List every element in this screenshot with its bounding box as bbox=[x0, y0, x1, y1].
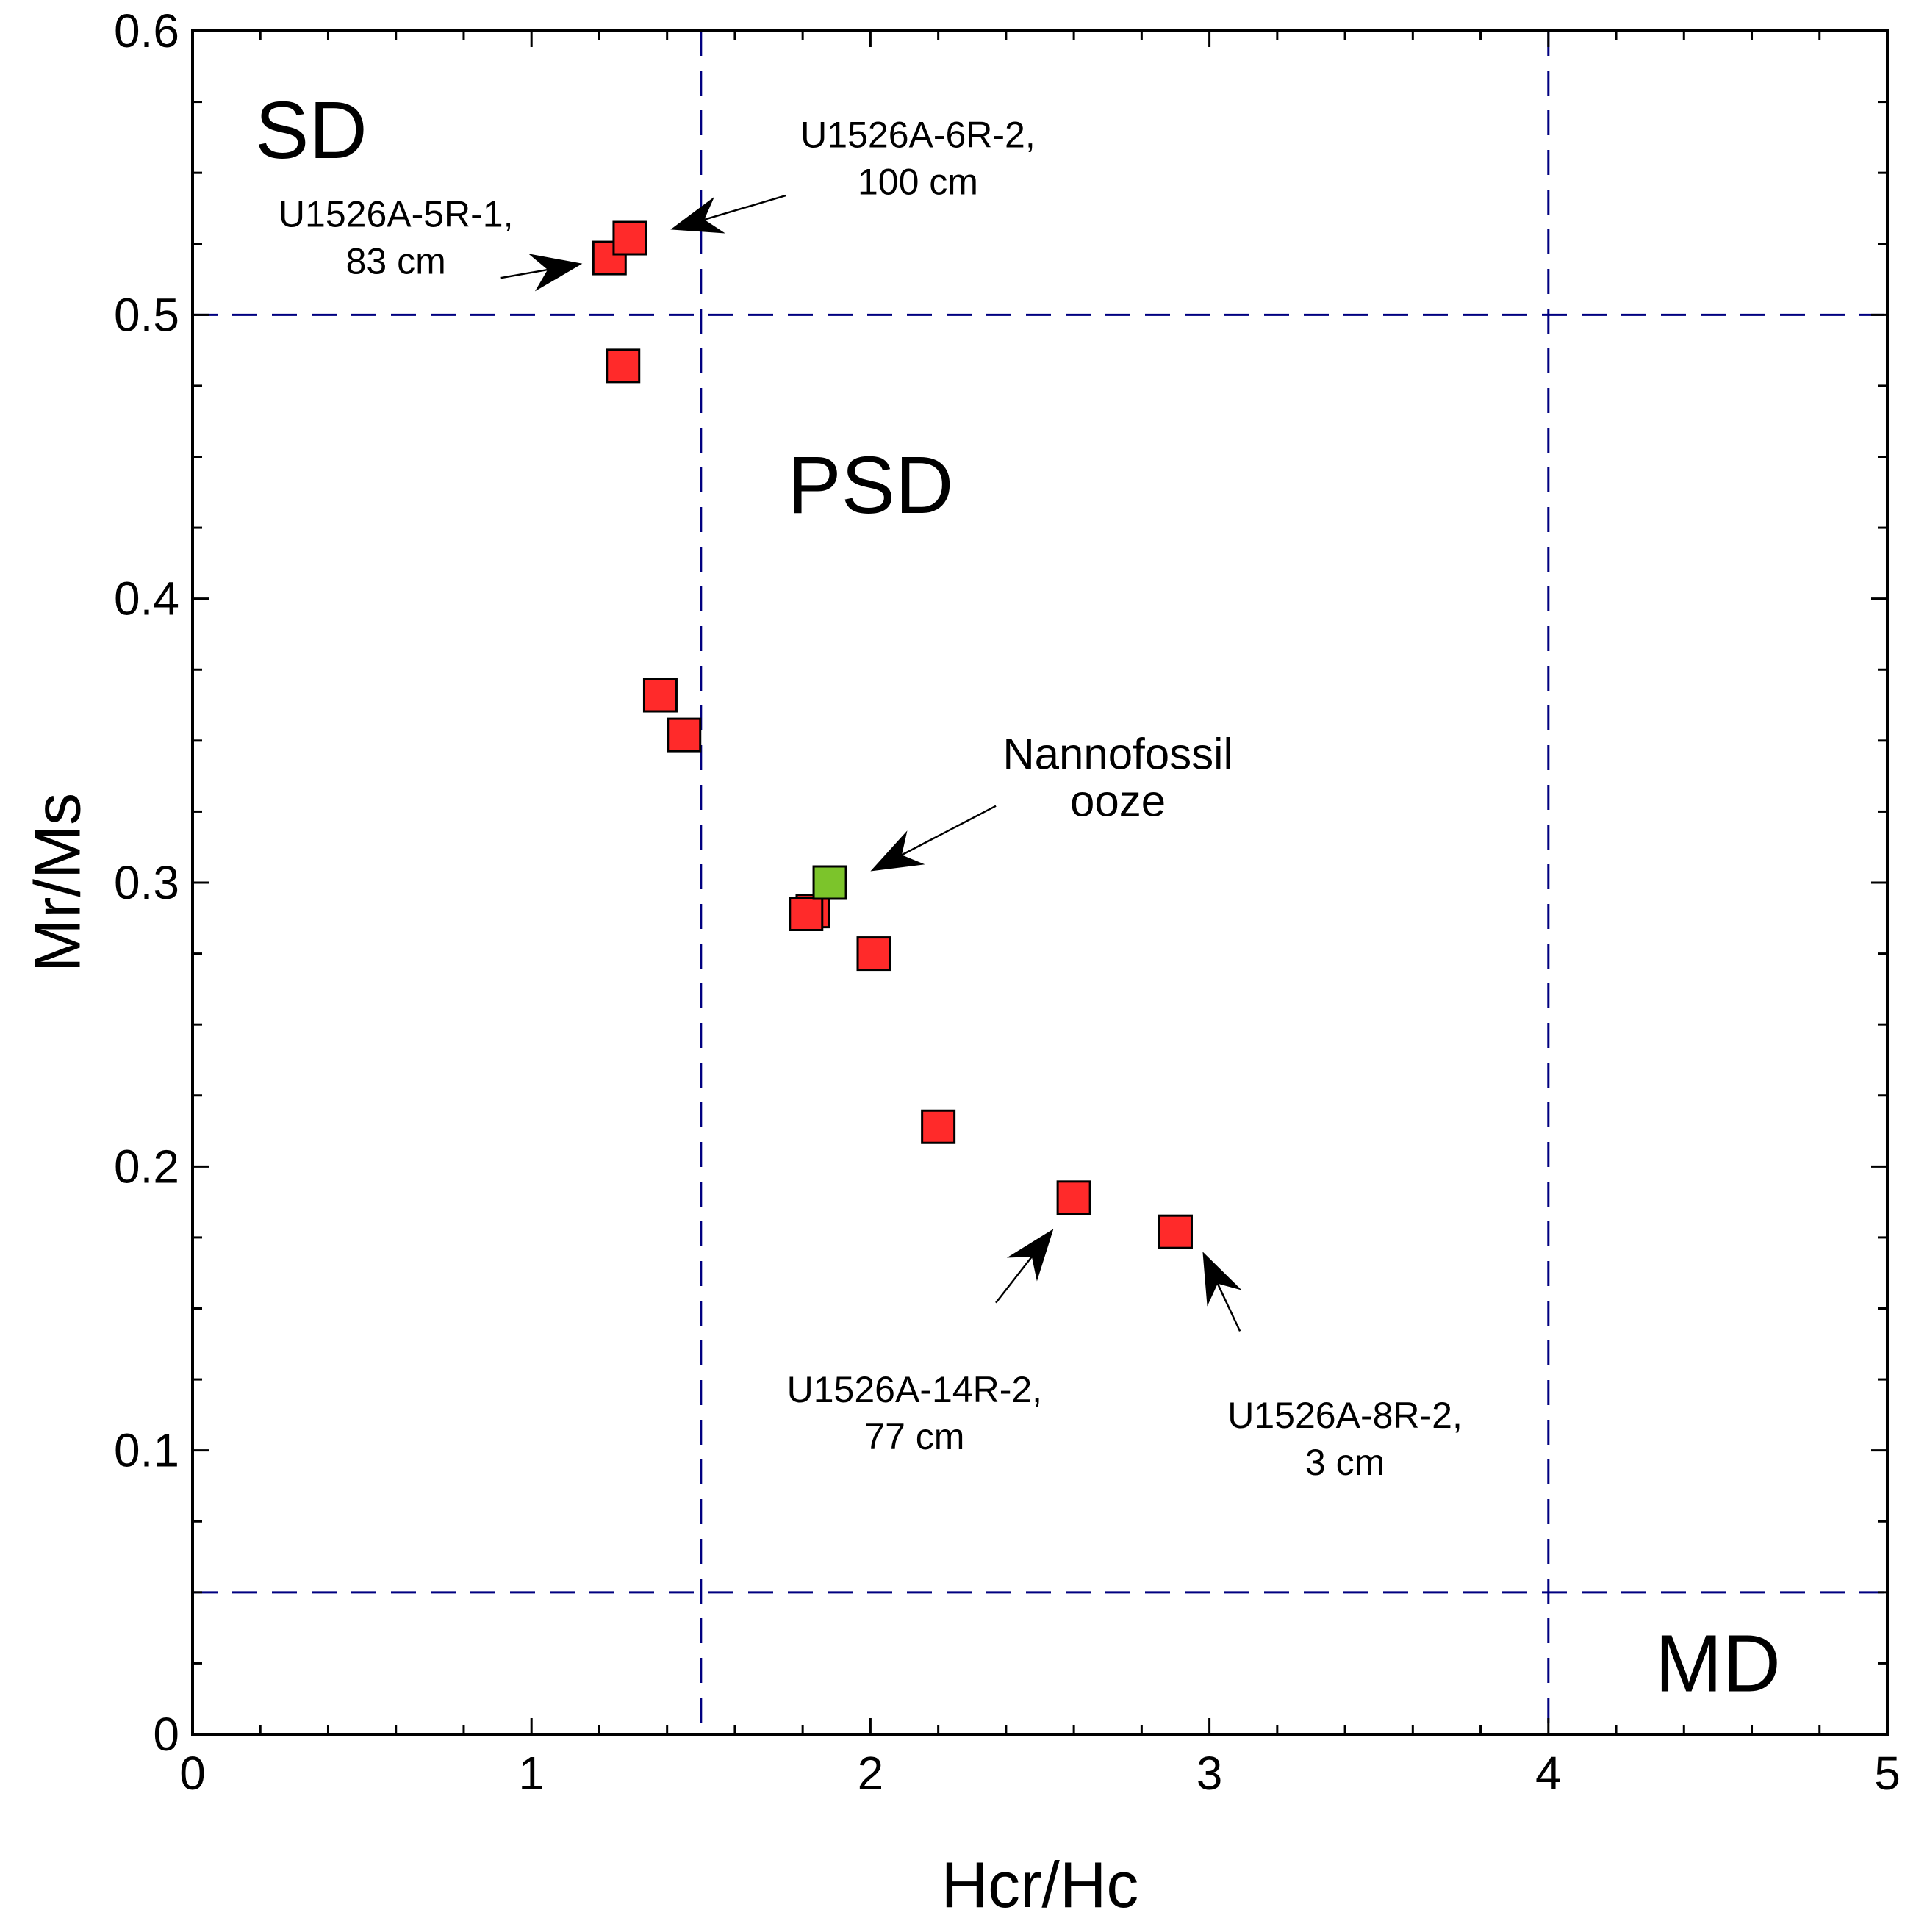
data-point bbox=[856, 936, 891, 972]
y-tick-label: 0.4 bbox=[114, 572, 179, 625]
data-point bbox=[1056, 1180, 1091, 1215]
plot-area bbox=[191, 29, 1889, 1736]
annotation-arrowhead bbox=[528, 254, 583, 292]
y-tick-label: 0.3 bbox=[114, 856, 179, 909]
data-point bbox=[612, 220, 647, 256]
x-tick-label: 2 bbox=[858, 1747, 884, 1800]
y-tick-label: 0 bbox=[153, 1708, 179, 1761]
x-tick-label: 3 bbox=[1196, 1747, 1223, 1800]
axis-ticks: 0 1 2 3 4 5 0 0.1 0.2 0.3 0.4 0.5 0.6 bbox=[114, 4, 1901, 1800]
x-axis-title: Hcr/Hc bbox=[941, 1848, 1139, 1921]
data-point bbox=[606, 348, 641, 384]
annotation-arrowhead bbox=[670, 196, 725, 234]
annotation-line: 83 cm bbox=[346, 241, 446, 282]
data-point bbox=[812, 865, 847, 900]
annotation-line: U1526A-8R-2, bbox=[1227, 1395, 1463, 1436]
annotation-line: ooze bbox=[1070, 776, 1166, 825]
annotations: U1526A-5R-1, 83 cm U1526A-6R-2, 100 cm Nanno… bbox=[279, 114, 1463, 1482]
annotation-label: U1526A-8R-2, 3 cm bbox=[1227, 1395, 1463, 1483]
annotation-line: 100 cm bbox=[858, 161, 978, 202]
y-axis-title: Mr/Ms bbox=[21, 793, 94, 972]
annotation-arrow-line bbox=[901, 805, 997, 856]
annotation-line: Nannofossil bbox=[1002, 729, 1233, 778]
data-point bbox=[921, 1109, 956, 1144]
region-labels: SD PSD MD bbox=[255, 85, 1781, 1709]
annotation-label: Nannofossil ooze bbox=[1002, 729, 1233, 825]
annotation-line: U1526A-6R-2, bbox=[800, 114, 1036, 155]
annotation-line: U1526A-14R-2, bbox=[787, 1369, 1042, 1410]
annotation-arrowhead bbox=[1202, 1252, 1242, 1307]
x-tick-label: 1 bbox=[518, 1747, 545, 1800]
annotation-arrow-line bbox=[703, 194, 786, 221]
annotation-arrowhead bbox=[870, 830, 925, 872]
annotation-label: U1526A-5R-1, 83 cm bbox=[279, 194, 514, 282]
data-points bbox=[592, 220, 1193, 1249]
y-tick-label: 0.1 bbox=[114, 1424, 179, 1477]
region-label: SD bbox=[255, 85, 367, 176]
x-tick-label: 0 bbox=[179, 1747, 206, 1800]
y-tick-label: 0.2 bbox=[114, 1140, 179, 1193]
data-point bbox=[789, 896, 824, 931]
annotation-line: 77 cm bbox=[864, 1416, 964, 1457]
y-tick-label: 0.6 bbox=[114, 4, 179, 57]
annotation-arrow-line bbox=[1216, 1283, 1241, 1332]
region-label: MD bbox=[1655, 1618, 1781, 1709]
annotation-line: 3 cm bbox=[1305, 1442, 1385, 1483]
x-tick-label: 4 bbox=[1535, 1747, 1562, 1800]
data-point bbox=[667, 717, 702, 753]
y-tick-label: 0.5 bbox=[114, 288, 179, 341]
annotation-line: U1526A-5R-1, bbox=[279, 194, 514, 235]
annotation-label: U1526A-14R-2, 77 cm bbox=[787, 1369, 1042, 1457]
annotation-arrowhead bbox=[1006, 1229, 1054, 1282]
annotation-arrow-line bbox=[995, 1256, 1033, 1304]
data-point bbox=[642, 678, 678, 713]
region-label: PSD bbox=[787, 440, 953, 531]
x-tick-label: 5 bbox=[1874, 1747, 1901, 1800]
annotation-label: U1526A-6R-2, 100 cm bbox=[800, 114, 1036, 202]
reference-lines bbox=[193, 31, 1887, 1734]
data-point bbox=[1158, 1214, 1193, 1249]
annotation-arrow-line bbox=[500, 268, 548, 279]
